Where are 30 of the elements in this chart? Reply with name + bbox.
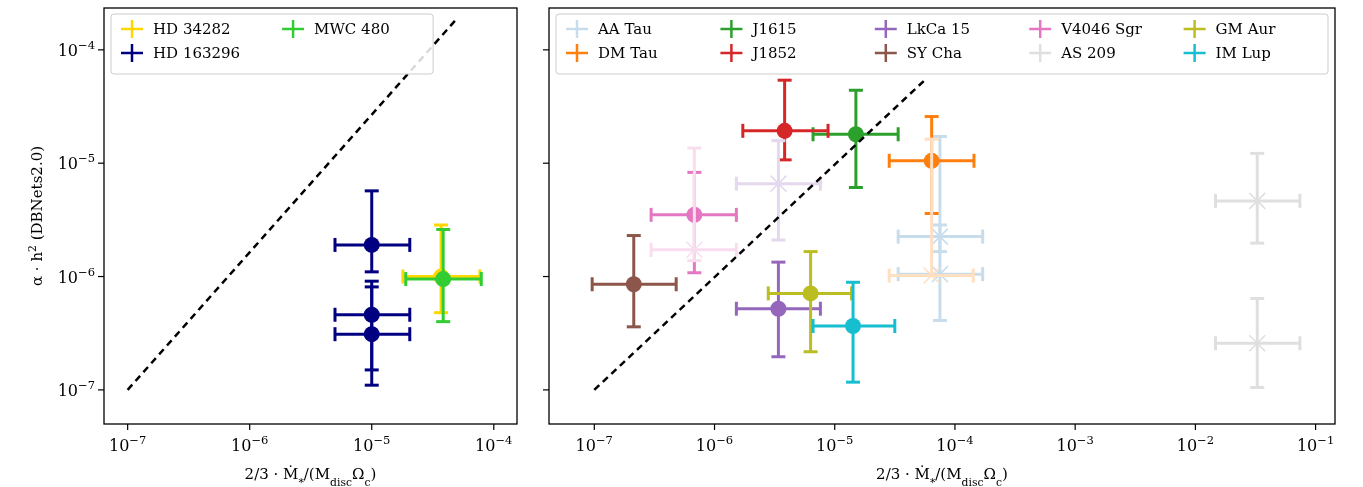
x-tick-label: 10$^{−3}$ xyxy=(1056,433,1094,455)
y-tick-label: 10$^{−4}$ xyxy=(57,37,95,60)
legend-label: J1852 xyxy=(750,44,797,62)
legend-label: MWC 480 xyxy=(314,20,390,38)
legend-label: HD 163296 xyxy=(153,44,241,62)
x-tick-label: 10$^{−7}$ xyxy=(575,433,613,455)
y-tick-label: 10$^{−5}$ xyxy=(57,151,95,174)
legend-label: J1615 xyxy=(750,20,797,38)
x-axis-title: 2/3 · Ṁ$_{*}$/(M$_{disc}$Ω$_{c}$) xyxy=(244,465,377,487)
legend-label: IM Lup xyxy=(1215,44,1271,62)
x-tick-label: 10$^{−4}$ xyxy=(936,433,974,455)
x-tick-label: 10$^{−7}$ xyxy=(108,433,147,455)
legend-label: GM Aur xyxy=(1215,20,1277,38)
x-tick-label: 10$^{−5}$ xyxy=(353,433,391,455)
legend-label: V4046 Sgr xyxy=(1060,20,1143,38)
legend-label: HD 34282 xyxy=(153,20,231,38)
x-tick-label: 10$^{−1}$ xyxy=(1296,433,1335,455)
legend-label: LkCa 15 xyxy=(906,20,971,38)
legend-label: SY Cha xyxy=(906,44,962,62)
x-tick-label: 10$^{−4}$ xyxy=(475,433,513,455)
x-tick-label: 10$^{−2}$ xyxy=(1176,433,1215,455)
x-tick-label: 10$^{−5}$ xyxy=(816,433,854,455)
x-tick-label: 10$^{−6}$ xyxy=(231,433,269,455)
y-tick-label: 10$^{−7}$ xyxy=(57,377,95,400)
x-axis-title: 2/3 · Ṁ$_{*}$/(M$_{disc}$Ω$_{c}$) xyxy=(876,465,1008,487)
legend-label: DM Tau xyxy=(598,44,658,62)
x-tick-label: 10$^{−6}$ xyxy=(695,433,734,455)
legend-label: AS 209 xyxy=(1060,44,1116,62)
legend-label: AA Tau xyxy=(597,20,653,38)
y-tick-label: 10$^{−6}$ xyxy=(57,264,95,287)
